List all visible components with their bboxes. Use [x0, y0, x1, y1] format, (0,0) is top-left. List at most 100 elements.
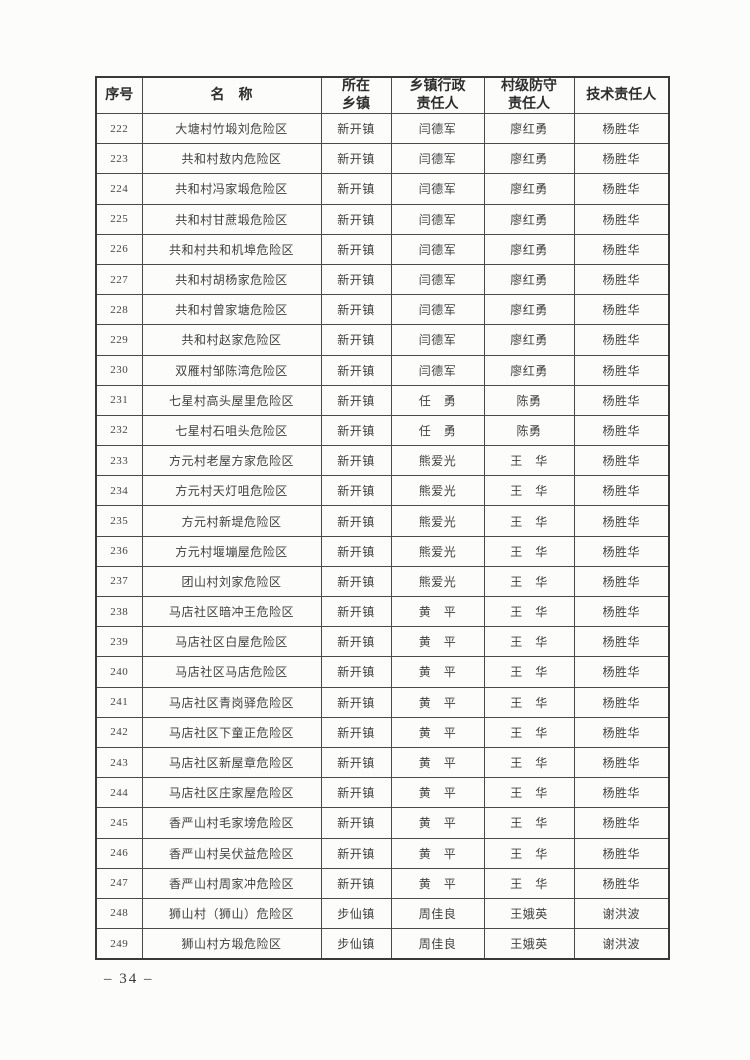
table-row: 236 方元村堰塴屋危险区 新开镇 熊爱光王 华杨胜华: [95, 535, 670, 567]
technical-official-cell: 谢洪波: [573, 928, 670, 960]
table-row: 233 方元村老屋方家危险区 新开镇 熊爱光王 华杨胜华: [95, 445, 670, 477]
seq-number-cell: 240: [95, 656, 143, 688]
township-official-cell: 闫德军: [390, 354, 485, 386]
seq-number-cell: 247: [95, 867, 143, 899]
name-cell: 方元村新堤危险区: [141, 505, 322, 537]
table-row: 232 七星村石咀头危险区 新开镇任 勇陈勇 杨胜华: [95, 414, 670, 447]
township-cell: 新开镇: [320, 203, 392, 235]
table-row: 227 共和村胡杨家危险区 新开镇 闫德军 廖红勇 杨胜华: [95, 263, 670, 296]
technical-official-cell: 杨胜华: [573, 505, 670, 537]
village-defense-official-cell: 廖红勇: [483, 294, 575, 326]
table-row: 248 狮山村（狮山）危险区 步仙镇 周佳良 王娥英 谢洪波: [95, 897, 670, 930]
name-cell: 双雁村邹陈湾危险区: [141, 354, 322, 386]
table-row: 242 马店社区下童正危险区 新开镇黄 平王 华杨胜华: [95, 716, 670, 748]
header-village-defense-official: 村级防守 责任人: [483, 76, 575, 114]
table-row: 230 双雁村邹陈湾危险区 新开镇 闫德军 廖红勇 杨胜华: [95, 354, 670, 386]
township-cell: 新开镇: [320, 777, 392, 809]
township-official-cell: 黄 平: [390, 716, 485, 748]
seq-number-cell: 245: [95, 807, 143, 839]
technical-official-cell: 杨胜华: [573, 777, 670, 809]
township-cell: 新开镇: [320, 354, 392, 386]
township-cell: 新开镇: [320, 112, 392, 145]
township-official-cell: 周佳良: [390, 928, 485, 960]
name-cell: 香严山村毛家塝危险区: [141, 807, 322, 839]
village-defense-official-cell: 陈勇: [483, 414, 575, 447]
technical-official-cell: 杨胜华: [573, 354, 670, 386]
village-defense-official-cell: 王 华: [483, 807, 575, 839]
name-cell: 共和村敖内危险区: [141, 143, 322, 175]
village-defense-official-cell: 廖红勇: [483, 203, 575, 235]
table-row: 225 共和村甘蔗塅危险区 新开镇 闫德军 廖红勇 杨胜华: [95, 203, 670, 235]
table-row: 222 大塘村竹塅刘危险区 新开镇 闫德军 廖红勇 杨胜华: [95, 112, 670, 145]
township-cell: 新开镇: [320, 535, 392, 567]
technical-official-cell: 杨胜华: [573, 233, 670, 265]
table-row: 231 七星村高头屋里危险区 新开镇任 勇陈勇 杨胜华: [95, 384, 670, 416]
village-defense-official-cell: 王 华: [483, 746, 575, 779]
header-name: 名 称: [141, 76, 322, 114]
village-defense-official-cell: 王 华: [483, 686, 575, 718]
township-official-cell: 周佳良: [390, 897, 485, 930]
village-defense-official-cell: 王 华: [483, 445, 575, 477]
village-defense-official-cell: 廖红勇: [483, 173, 575, 205]
township-cell: 新开镇: [320, 565, 392, 598]
name-cell: 马店社区新屋章危险区: [141, 746, 322, 779]
village-defense-official-cell: 王 华: [483, 475, 575, 507]
table-row: 249 狮山村方塅危险区 步仙镇 周佳良 王娥英 谢洪波: [95, 928, 670, 960]
table-row: 247 香严山村周家冲危险区 新开镇黄 平王 华杨胜华: [95, 867, 670, 899]
name-cell: 共和村胡杨家危险区: [141, 263, 322, 296]
table-row: 234 方元村天灯咀危险区 新开镇 熊爱光王 华杨胜华: [95, 475, 670, 507]
village-defense-official-cell: 王 华: [483, 867, 575, 899]
township-cell: 新开镇: [320, 414, 392, 447]
technical-official-cell: 杨胜华: [573, 445, 670, 477]
village-defense-official-cell: 廖红勇: [483, 324, 575, 356]
village-defense-official-cell: 王 华: [483, 626, 575, 658]
technical-official-cell: 杨胜华: [573, 112, 670, 145]
township-cell: 新开镇: [320, 475, 392, 507]
table-row: 239 马店社区白屋危险区 新开镇黄 平王 华杨胜华: [95, 626, 670, 658]
table-row: 224 共和村冯家塅危险区 新开镇 闫德军 廖红勇 杨胜华: [95, 173, 670, 205]
name-cell: 方元村堰塴屋危险区: [141, 535, 322, 567]
technical-official-cell: 杨胜华: [573, 143, 670, 175]
seq-number-cell: 237: [95, 565, 143, 598]
village-defense-official-cell: 王 华: [483, 837, 575, 869]
name-cell: 香严山村吴伏益危险区: [141, 837, 322, 869]
technical-official-cell: 杨胜华: [573, 626, 670, 658]
table-row: 245 香严山村毛家塝危险区 新开镇黄 平王 华杨胜华: [95, 807, 670, 839]
township-cell: 新开镇: [320, 233, 392, 265]
township-official-cell: 熊爱光: [390, 565, 485, 598]
township-official-cell: 黄 平: [390, 656, 485, 688]
name-cell: 共和村共和机埠危险区: [141, 233, 322, 265]
technical-official-cell: 谢洪波: [573, 897, 670, 930]
township-cell: 新开镇: [320, 505, 392, 537]
technical-official-cell: 杨胜华: [573, 595, 670, 628]
township-cell: 新开镇: [320, 867, 392, 899]
name-cell: 马店社区庄家屋危险区: [141, 777, 322, 809]
township-official-cell: 熊爱光: [390, 505, 485, 537]
village-defense-official-cell: 王 华: [483, 656, 575, 688]
township-official-cell: 黄 平: [390, 867, 485, 899]
township-cell: 新开镇: [320, 324, 392, 356]
seq-number-cell: 246: [95, 837, 143, 869]
technical-official-cell: 杨胜华: [573, 324, 670, 356]
township-official-cell: 黄 平: [390, 807, 485, 839]
village-defense-official-cell: 陈勇: [483, 384, 575, 416]
township-cell: 新开镇: [320, 173, 392, 205]
township-official-cell: 闫德军: [390, 203, 485, 235]
table-row: 243 马店社区新屋章危险区 新开镇黄 平王 华杨胜华: [95, 746, 670, 779]
township-official-cell: 黄 平: [390, 777, 485, 809]
township-official-cell: 黄 平: [390, 626, 485, 658]
village-defense-official-cell: 王 华: [483, 505, 575, 537]
township-cell: 新开镇: [320, 294, 392, 326]
township-official-cell: 黄 平: [390, 686, 485, 718]
seq-number-cell: 235: [95, 505, 143, 537]
township-cell: 新开镇: [320, 686, 392, 718]
technical-official-cell: 杨胜华: [573, 746, 670, 779]
seq-number-cell: 242: [95, 716, 143, 748]
technical-official-cell: 杨胜华: [573, 535, 670, 567]
township-official-cell: 闫德军: [390, 112, 485, 145]
village-defense-official-cell: 王娥英: [483, 897, 575, 930]
seq-number-cell: 243: [95, 746, 143, 779]
table-row: 229 共和村赵家危险区 新开镇 闫德军 廖红勇 杨胜华: [95, 324, 670, 356]
village-defense-official-cell: 廖红勇: [483, 112, 575, 145]
township-official-cell: 闫德军: [390, 324, 485, 356]
